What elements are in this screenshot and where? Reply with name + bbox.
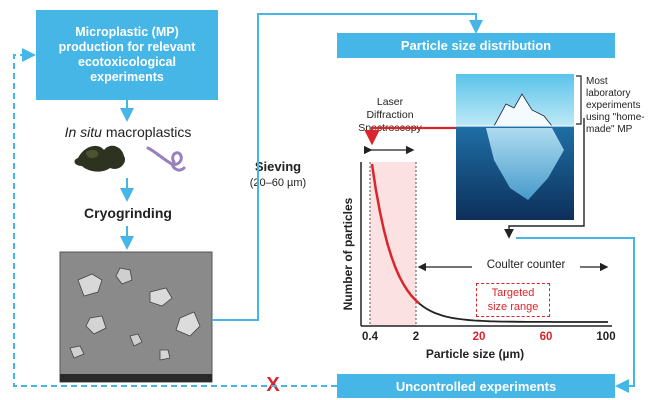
in-situ-italic: In situ xyxy=(64,124,102,140)
x-tick-label-3: 60 xyxy=(539,331,553,343)
iceberg-bracket xyxy=(576,75,582,125)
laser-line-1: Laser xyxy=(376,96,404,108)
iceberg-image xyxy=(456,74,574,220)
curve-black-segment xyxy=(418,302,608,323)
iceberg-note-line-5: made" MP xyxy=(586,124,633,135)
red-arrow-to-laser-band xyxy=(364,126,456,146)
x-axis-label: Particle size (µm) xyxy=(425,347,525,361)
laser-band xyxy=(370,162,416,326)
sieving-label: Sieving xyxy=(254,159,302,174)
iceberg-note: Most laboratory experiments using "home-… xyxy=(586,76,670,136)
particle-size-chart xyxy=(360,162,612,327)
in-situ-rest: macroplastics xyxy=(101,124,192,140)
laser-line-2: Diffraction xyxy=(366,109,414,121)
mp-title-line-1: Microplastic (MP) xyxy=(75,25,179,39)
macroplastic-dark-icon xyxy=(74,145,126,172)
iceberg-note-line-4: using "home- xyxy=(586,112,645,123)
iceberg-note-line-2: laboratory xyxy=(586,88,631,99)
x-tick-label-0: 0.4 xyxy=(362,331,378,343)
sem-micrograph-image xyxy=(59,251,213,383)
uncontrolled-experiments-box: Uncontrolled experiments xyxy=(337,374,615,398)
cryogrinding-label: Cryogrinding xyxy=(84,205,172,221)
in-situ-label: In situ macroplastics xyxy=(28,124,228,140)
macroplastic-purple-icon xyxy=(146,146,186,172)
sieving-range: (20–60 µm) xyxy=(249,177,307,189)
uncontrolled-title: Uncontrolled experiments xyxy=(395,378,557,394)
x-tick-label-1: 2 xyxy=(412,331,420,343)
coulter-to-uncontrolled-connector xyxy=(516,237,635,393)
mp-title-line-4: experiments xyxy=(90,70,164,84)
iceberg-note-line-3: experiments xyxy=(586,100,641,111)
mp-title-line-2: production for relevant xyxy=(58,40,196,54)
targeted-size-range-label: Targeted size range xyxy=(476,283,550,317)
x-tick-label-4: 100 xyxy=(596,331,616,343)
iceberg-note-line-1: Most xyxy=(586,76,608,87)
curve-red-segment xyxy=(370,163,421,305)
feedback-dashed-line xyxy=(13,48,337,387)
mp-production-box: Microplastic (MP) production for relevan… xyxy=(36,10,218,100)
targeted-line-2: size range xyxy=(487,301,539,313)
psd-title: Particle size distribution xyxy=(400,38,552,53)
targeted-line-1: Targeted xyxy=(491,287,535,299)
black-arrow-to-coulter xyxy=(504,118,585,239)
coulter-counter-label: Coulter counter xyxy=(476,259,576,271)
mp-title-line-3: ecotoxicological xyxy=(78,55,176,69)
particle-size-distribution-box: Particle size distribution xyxy=(337,33,615,58)
sieving-connector xyxy=(212,13,483,321)
x-tick-label-2: 20 xyxy=(472,331,486,343)
